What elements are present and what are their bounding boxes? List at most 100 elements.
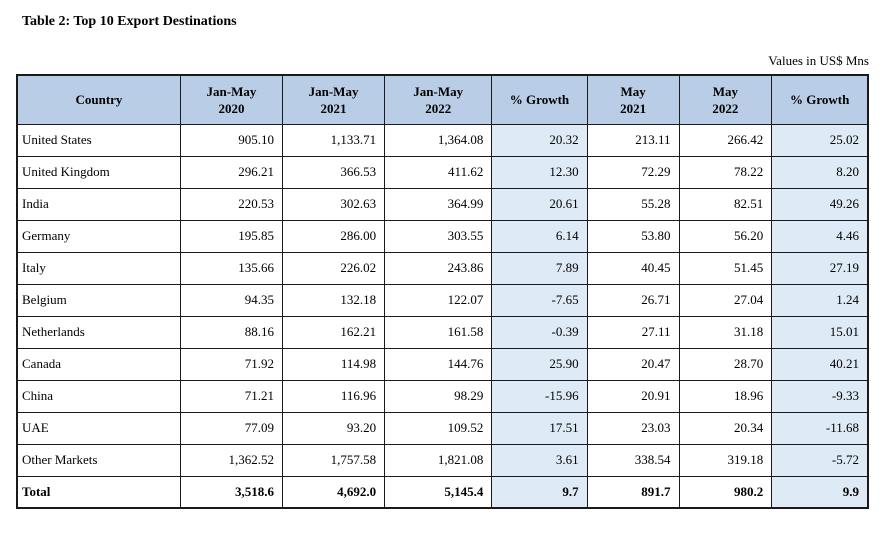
column-header-country: Country bbox=[16, 74, 181, 125]
value-cell: 114.98 bbox=[281, 347, 386, 381]
value-cell: 266.42 bbox=[678, 123, 773, 157]
value-cell: 286.00 bbox=[281, 219, 386, 253]
table-row: Italy 135.66 226.02 243.86 7.89 40.45 51.45 27.… bbox=[16, 251, 869, 285]
growth-cell: 20.32 bbox=[491, 123, 588, 157]
growth-cell: 49.26 bbox=[771, 187, 869, 221]
value-cell: 77.09 bbox=[179, 411, 284, 445]
value-cell: 144.76 bbox=[384, 347, 493, 381]
table-row: Other Markets 1,362.52 1,757.58 1,821.08 3.6… bbox=[16, 443, 869, 477]
growth-cell: -11.68 bbox=[771, 411, 869, 445]
value-cell: 364.99 bbox=[384, 187, 493, 221]
value-cell: 56.20 bbox=[678, 219, 773, 253]
growth-cell: 17.51 bbox=[491, 411, 588, 445]
column-header-may-2021: May 2021 bbox=[586, 74, 680, 125]
units-note: Values in US$ Mns bbox=[768, 53, 869, 69]
country-cell: Canada bbox=[16, 347, 181, 381]
growth-cell: 12.30 bbox=[491, 155, 588, 189]
growth-cell: 4.46 bbox=[771, 219, 869, 253]
value-cell: 20.47 bbox=[586, 347, 680, 381]
value-cell: 195.85 bbox=[179, 219, 284, 253]
growth-cell: 1.24 bbox=[771, 283, 869, 317]
value-cell: 23.03 bbox=[586, 411, 680, 445]
value-cell: 296.21 bbox=[179, 155, 284, 189]
value-cell: 20.34 bbox=[678, 411, 773, 445]
growth-cell: -9.33 bbox=[771, 379, 869, 413]
table-title: Table 2: Top 10 Export Destinations bbox=[22, 14, 237, 29]
table-row: Canada 71.92 114.98 144.76 25.90 20.47 28.70 40… bbox=[16, 347, 869, 381]
value-cell: 243.86 bbox=[384, 251, 493, 285]
value-cell: 71.21 bbox=[179, 379, 284, 413]
value-cell: 891.7 bbox=[586, 475, 680, 509]
value-cell: 18.96 bbox=[678, 379, 773, 413]
header-row: Country Jan-May 2020 Jan-May 2021 Jan-Ma… bbox=[16, 74, 869, 125]
table-row: UAE 77.09 93.20 109.52 17.51 23.03 20.34 -11.68 bbox=[16, 411, 869, 445]
value-cell: 319.18 bbox=[678, 443, 773, 477]
value-cell: 26.71 bbox=[586, 283, 680, 317]
value-cell: 161.58 bbox=[384, 315, 493, 349]
value-cell: 72.29 bbox=[586, 155, 680, 189]
growth-cell: 25.90 bbox=[491, 347, 588, 381]
value-cell: 980.2 bbox=[678, 475, 773, 509]
growth-cell: 9.9 bbox=[771, 475, 869, 509]
growth-cell: -0.39 bbox=[491, 315, 588, 349]
value-cell: 1,362.52 bbox=[179, 443, 284, 477]
country-cell: India bbox=[16, 187, 181, 221]
growth-cell: 25.02 bbox=[771, 123, 869, 157]
table-row: Netherlands 88.16 162.21 161.58 -0.39 27.11 31… bbox=[16, 315, 869, 349]
value-cell: 1,133.71 bbox=[281, 123, 386, 157]
country-cell: China bbox=[16, 379, 181, 413]
value-cell: 1,757.58 bbox=[281, 443, 386, 477]
value-cell: 162.21 bbox=[281, 315, 386, 349]
growth-cell: 20.61 bbox=[491, 187, 588, 221]
value-cell: 1,364.08 bbox=[384, 123, 493, 157]
table-row: United Kingdom 296.21 366.53 411.62 12.30 72.… bbox=[16, 155, 869, 189]
value-cell: 53.80 bbox=[586, 219, 680, 253]
growth-cell: -15.96 bbox=[491, 379, 588, 413]
value-cell: 1,821.08 bbox=[384, 443, 493, 477]
value-cell: 98.29 bbox=[384, 379, 493, 413]
country-cell: Germany bbox=[16, 219, 181, 253]
value-cell: 366.53 bbox=[281, 155, 386, 189]
growth-cell: -5.72 bbox=[771, 443, 869, 477]
value-cell: 82.51 bbox=[678, 187, 773, 221]
growth-cell: -7.65 bbox=[491, 283, 588, 317]
value-cell: 220.53 bbox=[179, 187, 284, 221]
value-cell: 302.63 bbox=[281, 187, 386, 221]
total-row: Total 3,518.6 4,692.0 5,145.4 9.7 891.7 980.2 9… bbox=[16, 475, 869, 509]
value-cell: 71.92 bbox=[179, 347, 284, 381]
value-cell: 4,692.0 bbox=[281, 475, 386, 509]
growth-cell: 7.89 bbox=[491, 251, 588, 285]
value-cell: 88.16 bbox=[179, 315, 284, 349]
table-row: China 71.21 116.96 98.29 -15.96 20.91 18.96 -9.… bbox=[16, 379, 869, 413]
value-cell: 411.62 bbox=[384, 155, 493, 189]
value-cell: 31.18 bbox=[678, 315, 773, 349]
value-cell: 27.04 bbox=[678, 283, 773, 317]
country-cell: Netherlands bbox=[16, 315, 181, 349]
value-cell: 905.10 bbox=[179, 123, 284, 157]
column-header-janmay-2021: Jan-May 2021 bbox=[281, 74, 386, 125]
growth-cell: 3.61 bbox=[491, 443, 588, 477]
value-cell: 116.96 bbox=[281, 379, 386, 413]
country-cell: Total bbox=[16, 475, 181, 509]
export-destinations-table: Country Jan-May 2020 Jan-May 2021 Jan-Ma… bbox=[16, 74, 869, 510]
column-header-growth-janmay: % Growth bbox=[491, 74, 588, 125]
value-cell: 93.20 bbox=[281, 411, 386, 445]
table-row: Germany 195.85 286.00 303.55 6.14 53.80 56.20 4… bbox=[16, 219, 869, 253]
value-cell: 3,518.6 bbox=[179, 475, 284, 509]
value-cell: 338.54 bbox=[586, 443, 680, 477]
table-row: United States 905.10 1,133.71 1,364.08 20.32… bbox=[16, 123, 869, 157]
value-cell: 94.35 bbox=[179, 283, 284, 317]
country-cell: Other Markets bbox=[16, 443, 181, 477]
value-cell: 213.11 bbox=[586, 123, 680, 157]
table-row: Belgium 94.35 132.18 122.07 -7.65 26.71 27.04 1… bbox=[16, 283, 869, 317]
value-cell: 55.28 bbox=[586, 187, 680, 221]
column-header-janmay-2020: Jan-May 2020 bbox=[179, 74, 284, 125]
value-cell: 303.55 bbox=[384, 219, 493, 253]
country-cell: Belgium bbox=[16, 283, 181, 317]
value-cell: 122.07 bbox=[384, 283, 493, 317]
value-cell: 109.52 bbox=[384, 411, 493, 445]
growth-cell: 8.20 bbox=[771, 155, 869, 189]
growth-cell: 27.19 bbox=[771, 251, 869, 285]
column-header-janmay-2022: Jan-May 2022 bbox=[384, 74, 493, 125]
country-cell: Italy bbox=[16, 251, 181, 285]
